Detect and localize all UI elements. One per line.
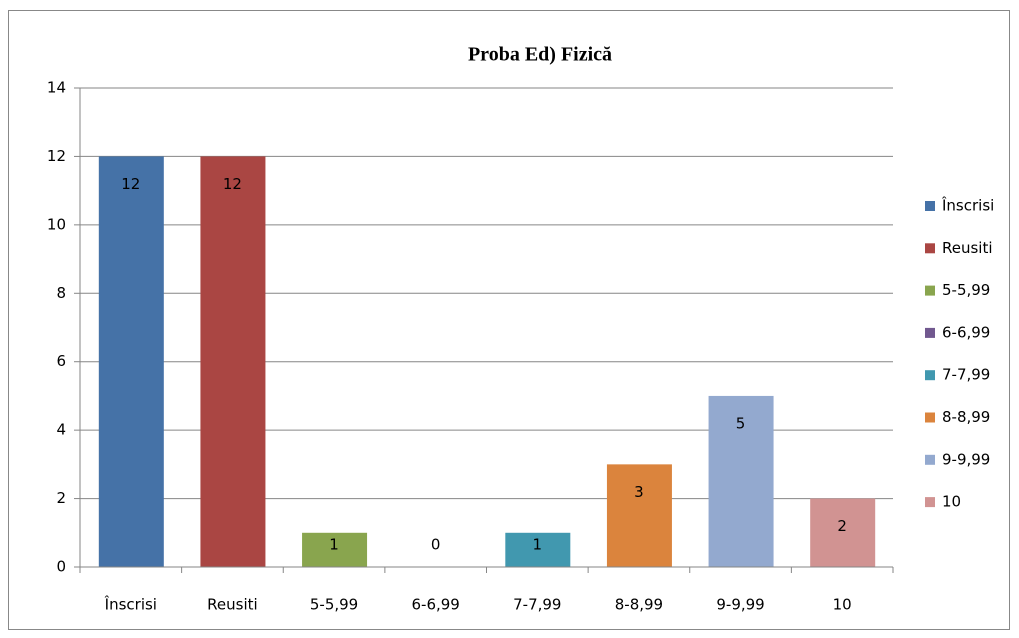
legend-label: 5-5,99 bbox=[942, 281, 990, 299]
x-tick-label: Reusiti bbox=[207, 596, 258, 614]
legend-swatch bbox=[925, 370, 935, 381]
bar bbox=[810, 498, 876, 567]
legend-swatch bbox=[925, 497, 935, 508]
legend-swatch bbox=[925, 454, 935, 465]
legend-swatch bbox=[925, 412, 935, 423]
y-tick-label: 6 bbox=[56, 352, 66, 370]
data-label: 0 bbox=[431, 536, 441, 554]
legend-label: 8-8,99 bbox=[942, 408, 990, 426]
y-tick-label: 2 bbox=[56, 489, 66, 507]
legend-label: 6-6,99 bbox=[942, 323, 990, 341]
y-tick-label: 14 bbox=[47, 79, 66, 97]
y-tick-label: 12 bbox=[47, 147, 66, 165]
x-tick-label: 6-6,99 bbox=[412, 596, 460, 614]
x-tick-label: 9-9,99 bbox=[716, 596, 764, 614]
chart-title: Proba Ed) Fizică bbox=[468, 44, 612, 66]
bar bbox=[708, 395, 774, 567]
bar bbox=[98, 156, 164, 567]
data-label: 5 bbox=[736, 414, 746, 432]
legend-label: 7-7,99 bbox=[942, 366, 990, 384]
x-tick-label: 5-5,99 bbox=[310, 596, 358, 614]
x-tick-label: 8-8,99 bbox=[615, 596, 663, 614]
y-tick-label: 8 bbox=[56, 284, 66, 302]
x-tick-label: Înscrisi bbox=[104, 595, 157, 614]
legend-label: 10 bbox=[942, 493, 961, 511]
data-label: 2 bbox=[837, 517, 847, 535]
legend-swatch bbox=[925, 327, 935, 338]
bar bbox=[606, 464, 672, 567]
bar bbox=[200, 156, 266, 567]
y-tick-label: 0 bbox=[56, 558, 66, 576]
bar bbox=[302, 532, 368, 567]
legend-label: Reusiti bbox=[942, 239, 993, 257]
legend-label: Înscrisi bbox=[941, 196, 994, 215]
data-label: 1 bbox=[329, 536, 339, 554]
legend-swatch bbox=[925, 201, 935, 211]
legend-label: 9-9,99 bbox=[942, 450, 990, 468]
data-label: 1 bbox=[533, 536, 543, 554]
legend-swatch bbox=[925, 243, 935, 254]
data-label: 3 bbox=[634, 483, 644, 501]
x-tick-label: 7-7,99 bbox=[513, 596, 561, 614]
data-label: 12 bbox=[223, 175, 242, 193]
y-tick-label: 10 bbox=[47, 215, 66, 233]
legend-swatch bbox=[925, 285, 935, 296]
y-tick-label: 4 bbox=[56, 421, 66, 439]
x-tick-label: 10 bbox=[833, 596, 852, 614]
data-label: 12 bbox=[121, 175, 140, 193]
bar bbox=[505, 532, 571, 567]
